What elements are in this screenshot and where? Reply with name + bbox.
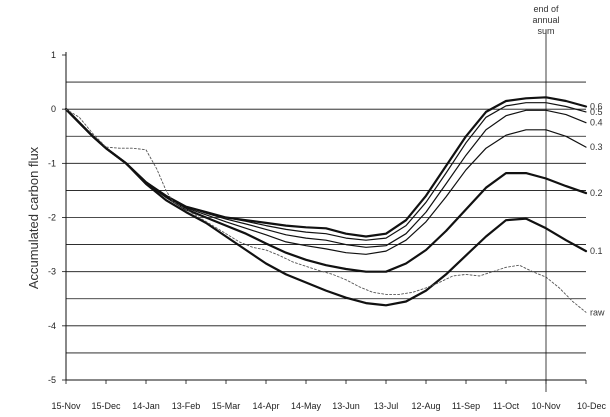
x-tick-label: 10-Dec: [577, 401, 607, 411]
x-tick-label: 15-Nov: [51, 401, 81, 411]
series-label: 0.4: [590, 118, 603, 128]
series-labels: 0.60.50.4 0.3 0.2 0.1 raw: [590, 101, 605, 317]
series-label: 0.2: [590, 188, 603, 198]
x-tick-label: 11-Sep: [452, 401, 480, 411]
x-tick-label: 14-Jan: [132, 401, 160, 411]
x-tick-label: 12-Aug: [411, 401, 440, 411]
y-tick-label: -3: [48, 267, 56, 277]
series-label: 0.6: [590, 101, 603, 111]
y-tick-label: 1: [51, 50, 56, 60]
grid-lines: [66, 81, 586, 381]
x-tick-label: 13-Jul: [374, 401, 399, 411]
y-axis-label: Accumulated carbon flux: [26, 146, 41, 289]
series-line-0-4: [65, 108, 587, 248]
x-tick-label: 14-Apr: [252, 401, 279, 411]
x-tick-label: 14-May: [291, 401, 322, 411]
series-label: raw: [590, 307, 605, 317]
x-tick-label: 10-Nov: [531, 401, 561, 411]
x-tick-label: 15-Dec: [91, 401, 121, 411]
x-tick-label: 13-Feb: [172, 401, 201, 411]
y-tick-label: -5: [48, 375, 56, 385]
x-tick-label: 11-Oct: [493, 401, 520, 411]
y-tick-label: -1: [48, 158, 56, 168]
y-tick-labels: 1 0 -1 -2 -3 -4 -5: [48, 50, 56, 385]
annotation-text: sum: [537, 26, 554, 36]
annotation-text: annual: [532, 15, 559, 25]
series-label: 0.1: [590, 246, 603, 256]
series-line-0-1: [64, 108, 588, 307]
x-tick-labels: 15-Nov 15-Dec 14-Jan 13-Feb 15-Mar 14-Apr 14-M…: [51, 401, 606, 411]
series-label: 0.5: [590, 107, 603, 117]
x-tick-label: 13-Jun: [332, 401, 360, 411]
y-tick-label: -2: [48, 213, 56, 223]
annotation-text: end of: [533, 4, 559, 14]
axes: [62, 52, 587, 384]
x-tick-label: 15-Mar: [212, 401, 241, 411]
y-tick-label: -4: [48, 321, 56, 331]
series-line-0-6: [64, 96, 588, 238]
y-tick-label: 0: [51, 104, 56, 114]
series-lines: [64, 96, 588, 313]
series-line-raw: [65, 108, 587, 313]
series-label: 0.3: [590, 142, 603, 152]
